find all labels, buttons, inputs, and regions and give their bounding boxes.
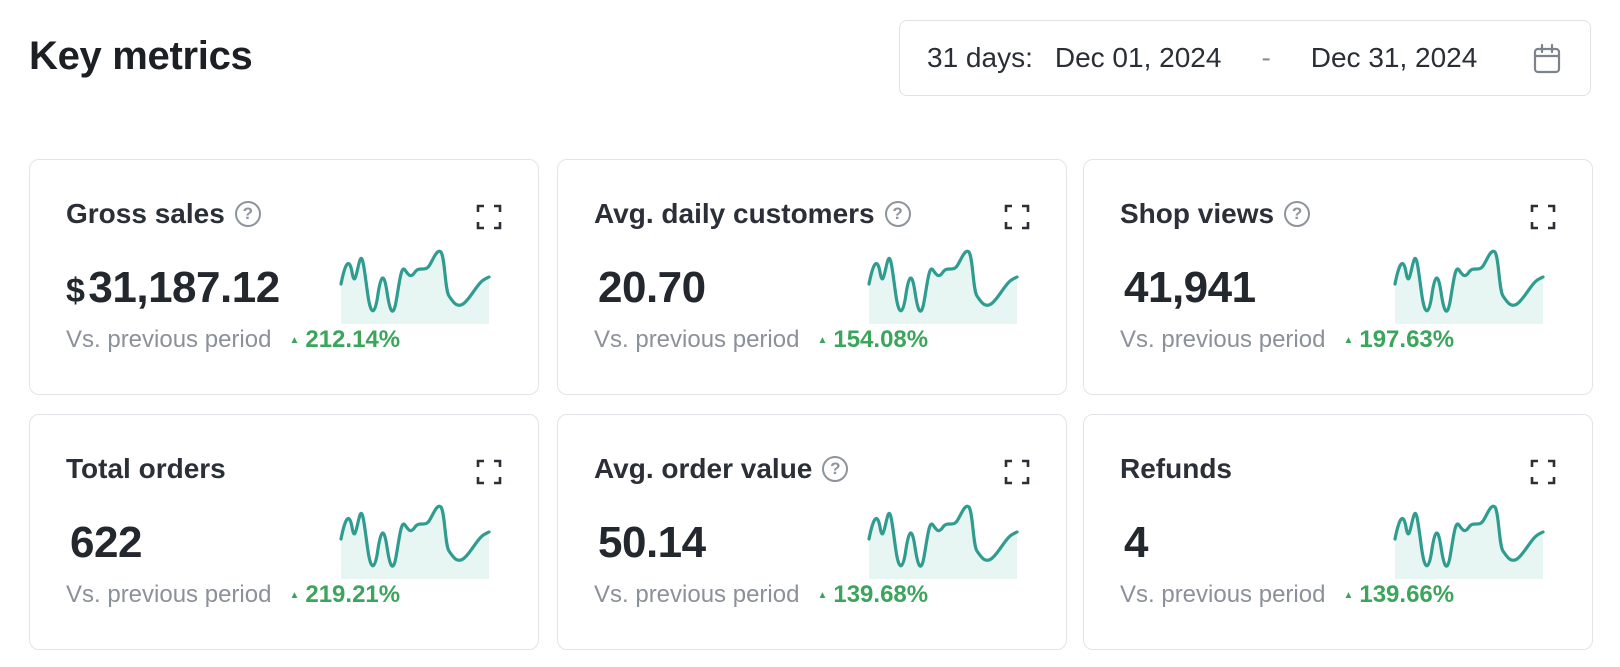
expand-icon[interactable] bbox=[1530, 204, 1556, 230]
metric-value: 4 bbox=[1124, 518, 1148, 567]
date-range-end[interactable]: Dec 31, 2024 bbox=[1310, 42, 1478, 73]
sparkline-area bbox=[1395, 506, 1543, 579]
expand-icon[interactable] bbox=[476, 459, 502, 485]
metric-compare: Vs. previous period ▲ 197.63% bbox=[1120, 326, 1455, 353]
sparkline-line bbox=[339, 504, 491, 568]
expand-icon[interactable] bbox=[476, 204, 502, 230]
trend-up-icon: ▲ bbox=[289, 589, 300, 601]
metric-value: 622 bbox=[70, 518, 142, 567]
metric-title: Avg. order value ? bbox=[594, 453, 849, 485]
expand-icon[interactable] bbox=[1530, 459, 1556, 485]
metric-value: 41,941 bbox=[1124, 263, 1256, 312]
sparkline bbox=[867, 504, 1019, 579]
sparkline-area bbox=[341, 506, 489, 579]
metric-title: Avg. daily customers ? bbox=[594, 198, 911, 230]
metric-value: 20.70 bbox=[598, 263, 706, 312]
expand-icon[interactable] bbox=[1004, 204, 1030, 230]
metric-card-gross-sales[interactable]: Gross sales ? $31,187.12 Vs. previous pe… bbox=[29, 159, 539, 395]
help-icon[interactable]: ? bbox=[234, 201, 261, 227]
sparkline-area bbox=[341, 251, 489, 324]
delta-badge: ▲ 154.08% bbox=[817, 326, 929, 353]
expand-icon[interactable] bbox=[1004, 459, 1030, 485]
metric-title: Shop views ? bbox=[1120, 198, 1311, 230]
delta-badge: ▲ 139.68% bbox=[817, 581, 929, 608]
date-range-start[interactable]: Dec 01, 2024 bbox=[1054, 42, 1222, 73]
metric-card-avg-daily-customers[interactable]: Avg. daily customers ? 20.70 Vs. previou… bbox=[557, 159, 1067, 395]
trend-up-icon: ▲ bbox=[817, 589, 828, 601]
trend-up-icon: ▲ bbox=[817, 334, 828, 346]
sparkline-line bbox=[339, 249, 491, 313]
help-icon[interactable]: ? bbox=[822, 456, 849, 482]
sparkline bbox=[339, 249, 491, 324]
sparkline-line bbox=[867, 504, 1019, 568]
help-icon[interactable]: ? bbox=[1284, 201, 1311, 227]
date-range-separator: - bbox=[1261, 42, 1271, 73]
metric-compare: Vs. previous period ▲ 219.21% bbox=[66, 581, 401, 608]
metric-title: Refunds bbox=[1120, 453, 1232, 484]
metric-compare: Vs. previous period ▲ 154.08% bbox=[594, 326, 929, 353]
trend-up-icon: ▲ bbox=[1343, 589, 1354, 601]
trend-up-icon: ▲ bbox=[1343, 334, 1354, 346]
metric-value: $31,187.12 bbox=[66, 263, 280, 312]
sparkline-area bbox=[1395, 251, 1543, 324]
delta-badge: ▲ 139.66% bbox=[1343, 581, 1455, 608]
metric-value: 50.14 bbox=[598, 518, 706, 567]
trend-up-icon: ▲ bbox=[289, 334, 300, 346]
sparkline-area bbox=[869, 506, 1017, 579]
sparkline-line bbox=[1393, 504, 1545, 568]
page-title: Key metrics bbox=[29, 34, 253, 78]
metric-compare: Vs. previous period ▲ 139.66% bbox=[1120, 581, 1455, 608]
sparkline bbox=[1393, 504, 1545, 579]
sparkline bbox=[339, 504, 491, 579]
metric-card-shop-views[interactable]: Shop views ? 41,941 Vs. previous period … bbox=[1083, 159, 1593, 395]
sparkline-line bbox=[867, 249, 1019, 313]
date-range-picker[interactable]: 31 days: Dec 01, 2024 - Dec 31, 2024 bbox=[899, 20, 1591, 96]
delta-badge: ▲ 197.63% bbox=[1343, 326, 1455, 353]
metric-title: Total orders bbox=[66, 453, 226, 484]
sparkline bbox=[867, 249, 1019, 324]
metric-compare: Vs. previous period ▲ 139.68% bbox=[594, 581, 929, 608]
delta-badge: ▲ 219.21% bbox=[289, 581, 401, 608]
metric-card-avg-order-value[interactable]: Avg. order value ? 50.14 Vs. previous pe… bbox=[557, 414, 1067, 650]
metric-card-total-orders[interactable]: Total orders 622 Vs. previous period ▲ 21… bbox=[29, 414, 539, 650]
help-icon[interactable]: ? bbox=[884, 201, 911, 227]
metric-title: Gross sales ? bbox=[66, 198, 261, 230]
metric-compare: Vs. previous period ▲ 212.14% bbox=[66, 326, 401, 353]
metric-card-refunds[interactable]: Refunds 4 Vs. previous period ▲ 139.66% bbox=[1083, 414, 1593, 650]
sparkline-line bbox=[1393, 249, 1545, 313]
sparkline-area bbox=[869, 251, 1017, 324]
delta-badge: ▲ 212.14% bbox=[289, 326, 401, 353]
date-range-label: 31 days: bbox=[927, 42, 1033, 73]
sparkline bbox=[1393, 249, 1545, 324]
calendar-icon[interactable] bbox=[1532, 43, 1562, 75]
